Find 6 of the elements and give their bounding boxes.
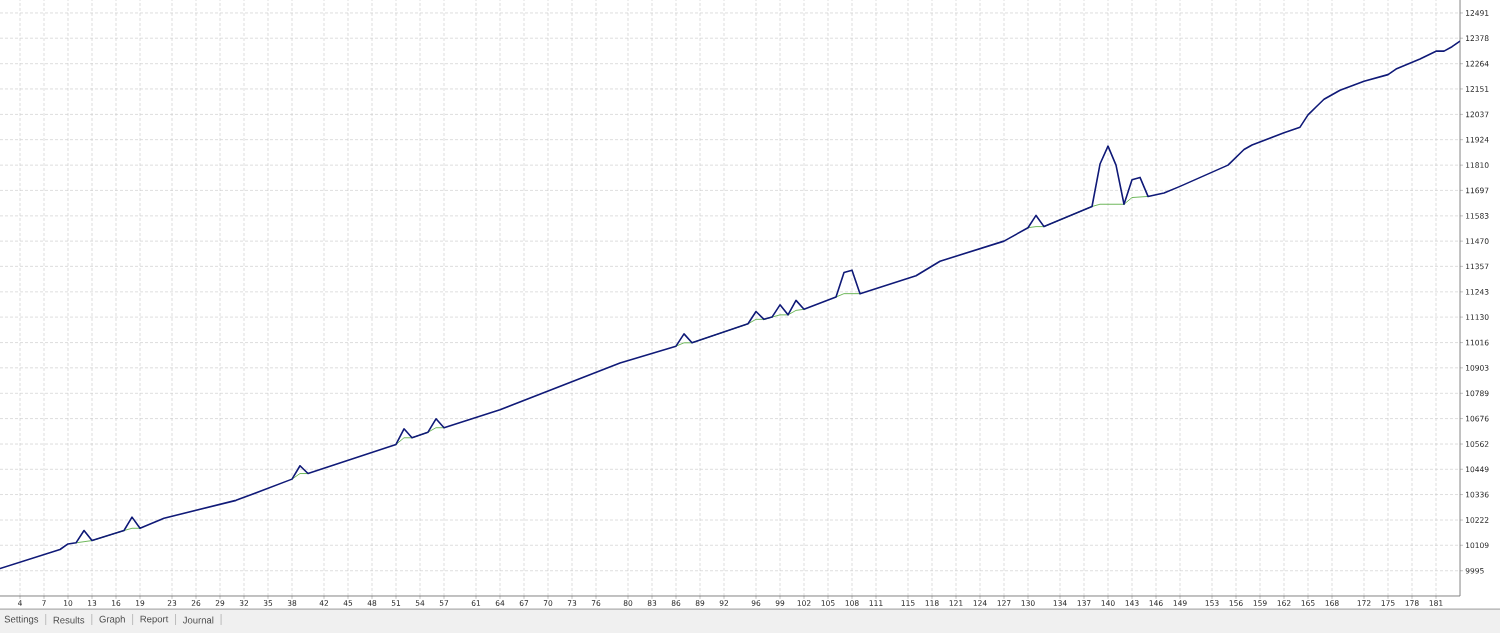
text: Journal xyxy=(182,616,214,624)
text: Results xyxy=(53,616,85,624)
text: Report xyxy=(140,615,169,625)
text: Settings xyxy=(4,615,39,625)
line-series xyxy=(0,40,1461,570)
text: Graph xyxy=(99,615,125,625)
